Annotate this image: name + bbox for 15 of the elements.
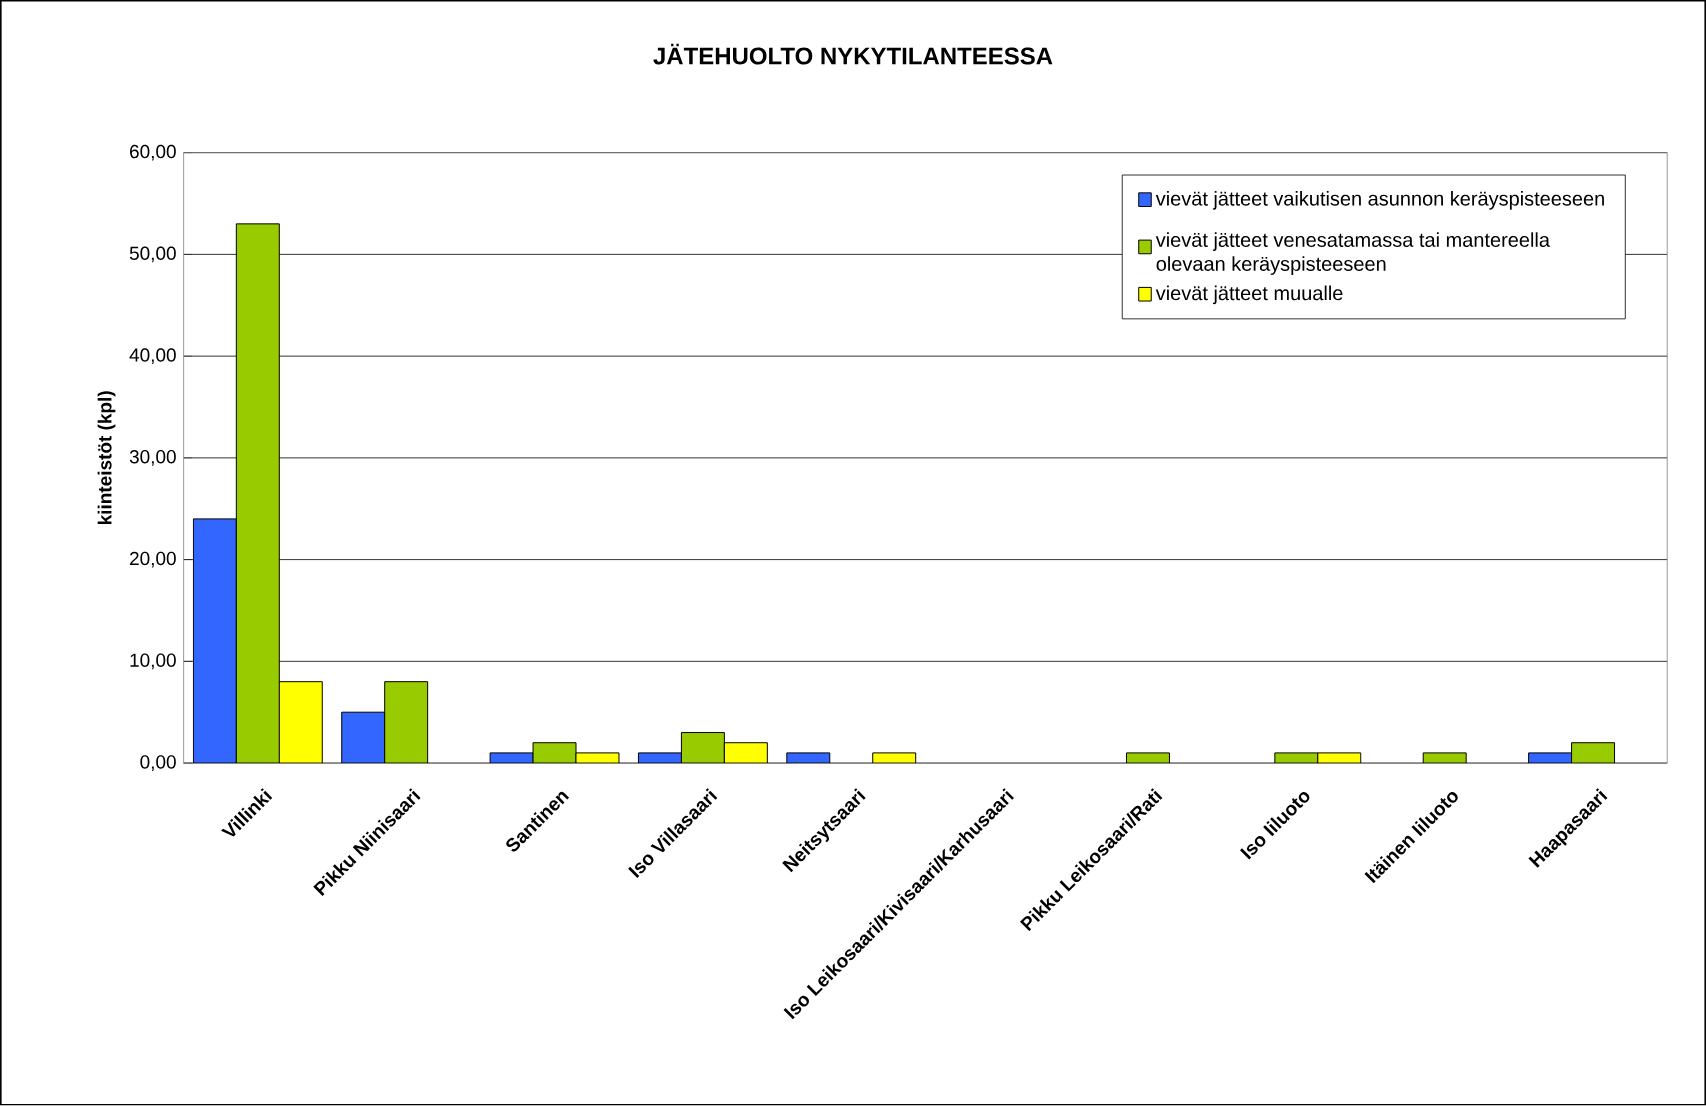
bar bbox=[1422, 752, 1467, 764]
y-tick-label: 50,00 bbox=[129, 246, 176, 263]
y-tick-label: 30,00 bbox=[129, 450, 176, 466]
legend-label: vievät jätteet vaikutisen asunnon keräyspisteeseen bbox=[1155, 191, 1604, 210]
y-tick-label: 40,00 bbox=[129, 348, 176, 365]
y-tick-label: 20,00 bbox=[130, 551, 176, 568]
bar bbox=[786, 752, 831, 764]
bar bbox=[872, 752, 917, 764]
chart-title: JÄTEHUOLTO NYKYTILANTEESSA bbox=[653, 44, 1053, 65]
y-tick-label: 10,00 bbox=[130, 653, 176, 670]
y-tick-label: 0,00 bbox=[140, 755, 176, 772]
bar bbox=[1126, 752, 1170, 764]
y-axis-title: kiinteistöt (kpl) bbox=[97, 391, 116, 525]
y-tick-label: 60,00 bbox=[130, 145, 176, 161]
legend-label: vievät jätteet muualle bbox=[1155, 285, 1343, 305]
